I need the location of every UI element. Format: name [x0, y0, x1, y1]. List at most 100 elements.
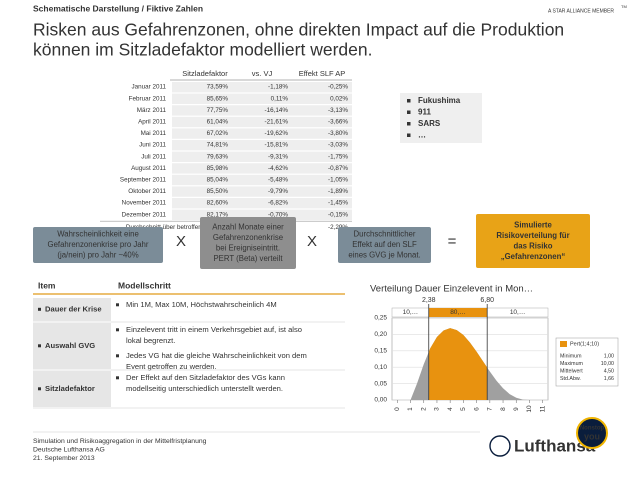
formula-text: Gefahrenzonenkrise pro Jahr [48, 240, 149, 249]
stat-value: 10,00 [601, 361, 614, 367]
band-label: 10,… [403, 309, 419, 316]
cell: -3,13% [328, 107, 348, 114]
summary-cell: -2,29% [328, 224, 348, 231]
cell: 85,04% [207, 176, 229, 183]
cell: -1,05% [328, 176, 348, 183]
cell-bg [172, 82, 352, 93]
cell: Januar 2011 [131, 84, 166, 91]
x-tick-label: 6 [473, 407, 480, 411]
cell: -3,03% [328, 142, 348, 149]
stat-label: Minimum [560, 353, 582, 359]
column-header: Effekt SLF AP [299, 69, 346, 78]
y-tick-label: 0,15 [374, 348, 387, 355]
summary-label: Durchschnitt über betroffene Monate [126, 224, 229, 231]
badge [576, 417, 608, 449]
operator: X [307, 233, 317, 250]
x-tick-label: 4 [447, 407, 454, 411]
cell: -21,61% [265, 118, 289, 125]
formula-box [200, 217, 296, 269]
x-tick-label: 3 [434, 407, 441, 411]
operator: X [176, 233, 186, 250]
y-tick-label: 0,05 [374, 380, 387, 387]
cell: Juni 2011 [139, 142, 166, 149]
cell: 85,65% [207, 95, 229, 102]
cell: -19,62% [265, 130, 289, 137]
cell: März 2011 [137, 107, 167, 114]
formula-text: „Gefahrenzonen“ [501, 252, 566, 261]
step-text: Event getroffen zu werden. [126, 362, 217, 371]
formula-text: Wahrscheinlichkeit eine [57, 230, 139, 239]
footer-text: Simulation und Risikoaggregation in der … [33, 438, 207, 445]
badge-text: you [584, 431, 600, 441]
cell-bg [172, 128, 352, 139]
bullet [116, 376, 119, 380]
formula-text: (ja/nein) pro Jahr ~40% [57, 251, 138, 260]
logo-circle [489, 435, 511, 457]
bullet-text: 911 [418, 108, 431, 117]
bullet [38, 307, 41, 311]
x-tick-label: 9 [513, 407, 520, 411]
column-header: Sitzladefaktor [182, 69, 228, 78]
x-tick-label: 0 [394, 407, 401, 411]
legend-text: Pert(1;4;10) [570, 341, 599, 347]
marker-label: 6,80 [480, 297, 494, 304]
cell: -9,31% [268, 153, 288, 160]
cell: April 2011 [138, 118, 166, 125]
cell: -1,75% [328, 153, 348, 160]
cell: 77,75% [207, 107, 229, 114]
y-tick-label: 0,25 [374, 315, 387, 322]
column-header: Modellschritt [118, 280, 171, 290]
item: Sitzladefaktor [45, 384, 95, 393]
step-text: Einzelevent tritt in einem Verkehrsgebie… [126, 325, 302, 334]
item-cell [33, 298, 111, 321]
item-cell [33, 323, 111, 369]
bullet [407, 122, 411, 126]
band-mid [428, 308, 488, 317]
cell: -1,45% [328, 200, 348, 207]
cell-bg [172, 163, 352, 174]
cell: Juli 2011 [141, 153, 166, 160]
cell: 73,59% [207, 84, 229, 91]
formula-text: PERT (Beta) verteilt [213, 254, 283, 263]
cell: -0,15% [328, 211, 348, 218]
bullet-box [400, 93, 482, 143]
x-tick-label: 8 [500, 407, 507, 411]
bullet-text: SARS [418, 119, 441, 128]
x-tick-label: 10 [526, 405, 533, 413]
marker-label-bg [476, 296, 499, 304]
cell: 85,98% [207, 165, 229, 172]
y-tick-label: 0,20 [374, 331, 387, 338]
cell: 85,50% [207, 188, 229, 195]
y-tick-label: 0,10 [374, 364, 387, 371]
formula-text: Anzahl Monate einer [212, 222, 284, 231]
cell: 79,63% [207, 153, 229, 160]
cell: Oktober 2011 [128, 188, 166, 195]
cell: -16,14% [265, 107, 289, 114]
cell: 82,17% [207, 211, 229, 218]
footer-text: 21. September 2013 [33, 455, 95, 462]
title: Risken aus Gefahrenzonen, ohne direkten … [33, 20, 564, 40]
cell-bg [172, 93, 352, 104]
cell: -15,81% [265, 142, 289, 149]
formula-box [476, 214, 590, 268]
stat-label: Mittelwert [560, 368, 583, 374]
bullet [407, 133, 411, 137]
cell: -3,66% [328, 118, 348, 125]
cell: -5,48% [268, 176, 288, 183]
item: Auswahl GVG [45, 341, 95, 350]
area-highlight [428, 328, 488, 400]
cell-bg [172, 140, 352, 151]
cell: September 2011 [120, 176, 167, 183]
cell-bg [172, 198, 352, 209]
bullet-text: … [418, 131, 426, 140]
bullet [38, 344, 41, 348]
x-tick-label: 7 [487, 407, 494, 411]
cell: 74,81% [207, 142, 229, 149]
step-text: lokal begrenzt. [126, 336, 175, 345]
formula-text: Durchschnittlicher [354, 230, 416, 239]
column-header: Item [38, 280, 56, 290]
cell: 67,02% [207, 130, 229, 137]
cell-bg [172, 116, 352, 128]
cell: -6,82% [268, 200, 288, 207]
